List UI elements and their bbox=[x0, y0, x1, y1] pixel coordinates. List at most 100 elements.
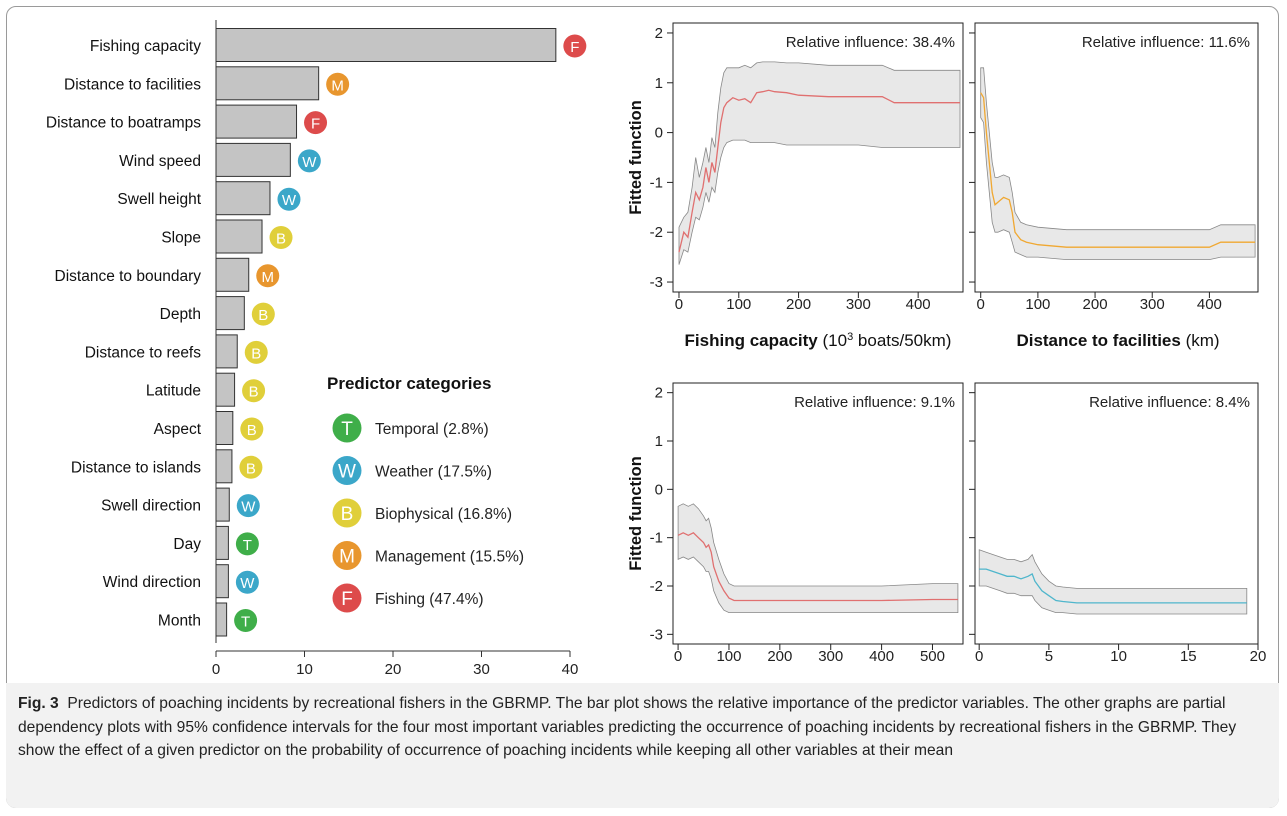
pdp-fishing-capacity: Relative influence: 38.4% -3 -2 -1 0 1 2 0 100 20… bbox=[627, 22, 964, 350]
pdp-x-axis-label: Fishing capacity (103 boats/50km) bbox=[685, 331, 952, 350]
bar-month bbox=[215, 602, 228, 637]
category-badge bbox=[242, 379, 266, 403]
category-badge-letter: M bbox=[261, 269, 274, 286]
pdp-x-tick-label: 400 bbox=[869, 648, 894, 665]
bar-day bbox=[215, 525, 229, 560]
legend-badge-letter: T bbox=[341, 419, 353, 440]
pdp-y-tick-label: 2 bbox=[655, 385, 663, 402]
confidence-interval-band bbox=[978, 549, 1248, 615]
pdp-x-tick-label: 200 bbox=[767, 648, 792, 665]
pdp-plot-border bbox=[672, 22, 964, 293]
pdp-x-tick-label: 300 bbox=[1140, 296, 1165, 313]
bar-category-label: Month bbox=[158, 613, 201, 630]
category-badge-letter: M bbox=[331, 77, 344, 94]
pdp-y-tick-label: 1 bbox=[655, 433, 663, 450]
pdp-x-tick-label: 200 bbox=[786, 296, 811, 313]
figure-caption: Fig. 3 Predictors of poaching incidents … bbox=[18, 692, 1268, 763]
relative-influence-annotation: Relative influence: 38.4% bbox=[786, 34, 955, 51]
relative-influence-annotation: Relative influence: 8.4% bbox=[1089, 394, 1250, 411]
pdp-x-tick-label: 300 bbox=[818, 648, 843, 665]
pdp-plot-border bbox=[974, 22, 1259, 293]
bar-category-label: Distance to reefs bbox=[85, 344, 202, 361]
pdp-x-tick-label: 10 bbox=[1110, 648, 1127, 665]
category-badge bbox=[235, 532, 259, 556]
category-badge-letter: B bbox=[276, 231, 286, 248]
legend-badge-letter: F bbox=[341, 589, 353, 610]
category-badge-letter: B bbox=[251, 345, 261, 362]
bar-x-tick-label: 30 bbox=[473, 661, 490, 678]
bar-category-label: Slope bbox=[161, 230, 201, 247]
category-badge-letter: B bbox=[246, 460, 256, 477]
category-badge bbox=[244, 340, 268, 364]
bar-latitude bbox=[215, 372, 236, 407]
pdp-x-axis-label: Distance to boatramps (km) bbox=[707, 680, 929, 684]
bar-category-label: Distance to facilities bbox=[64, 76, 201, 93]
pdp-plot-border bbox=[974, 382, 1259, 645]
pdp-x-tick-label: 20 bbox=[1250, 648, 1267, 665]
pdp-y-tick-label: -1 bbox=[650, 174, 663, 191]
legend-item-label: Fishing (47.4%) bbox=[375, 591, 484, 608]
legend-badge bbox=[332, 583, 362, 613]
pdp-x-tick-label: 100 bbox=[1025, 296, 1050, 313]
bar-depth bbox=[215, 296, 245, 331]
category-badge bbox=[251, 302, 275, 326]
legend-badge bbox=[332, 541, 362, 570]
bar-category-label: Wind speed bbox=[119, 153, 201, 170]
bar-swell-height bbox=[215, 181, 271, 216]
bar-aspect bbox=[215, 411, 234, 445]
relative-influence-annotation: Relative influence: 9.1% bbox=[794, 394, 955, 411]
pdp-y-tick-label: -1 bbox=[650, 530, 663, 547]
category-badge-letter: F bbox=[570, 39, 579, 56]
caption-label: Fig. 3 bbox=[18, 695, 59, 712]
category-badge-letter: W bbox=[282, 192, 297, 209]
category-badge-letter: W bbox=[302, 154, 317, 171]
category-badge bbox=[326, 72, 350, 96]
legend-item-label: Temporal (2.8%) bbox=[375, 421, 489, 438]
bar-category-label: Distance to boatramps bbox=[46, 115, 201, 132]
pdp-x-tick-label: 300 bbox=[846, 296, 871, 313]
bar-swell-direction bbox=[215, 487, 230, 522]
pdp-wind-speed: Relative influence: 8.4% 0 5 10 15 20 Wind spe… bbox=[969, 382, 1267, 684]
legend-badge bbox=[332, 456, 362, 485]
legend-title: Predictor categories bbox=[327, 374, 491, 393]
bar-distance-to-boatramps bbox=[215, 104, 298, 139]
pdp-x-tick-label: 0 bbox=[975, 648, 983, 665]
pdp-y-axis-label: Fitted function bbox=[627, 100, 645, 215]
relative-influence-bar-chart: Fishing capacity F Distance to facilities M… bbox=[46, 20, 587, 684]
fitted-function-line bbox=[980, 92, 1256, 248]
bar-distance-to-facilities bbox=[215, 66, 320, 101]
pdp-y-tick-label: -2 bbox=[650, 224, 663, 241]
pdp-y-tick-label: 0 bbox=[655, 125, 663, 142]
bar-distance-to-boundary bbox=[215, 257, 250, 292]
bar-category-label: Latitude bbox=[146, 383, 201, 400]
fitted-function-line bbox=[677, 532, 958, 602]
fitted-function-line bbox=[979, 568, 1247, 604]
pdp-x-tick-label: 200 bbox=[1083, 296, 1108, 313]
bar-category-label: Aspect bbox=[154, 421, 202, 438]
category-badge-letter: T bbox=[243, 537, 252, 554]
category-badge bbox=[236, 494, 260, 518]
pdp-x-tick-label: 500 bbox=[920, 648, 945, 665]
category-badge bbox=[563, 34, 587, 58]
bar-category-label: Day bbox=[173, 536, 201, 553]
bar-category-label: Swell direction bbox=[101, 498, 201, 515]
category-badge bbox=[239, 455, 263, 479]
pdp-y-tick-label: -3 bbox=[650, 274, 663, 291]
pdp-distance-to-boatramps: Relative influence: 9.1% -3 -2 -1 0 1 2 0 100 200… bbox=[627, 382, 964, 684]
category-badge bbox=[256, 264, 280, 288]
bar-x-tick-label: 10 bbox=[296, 661, 313, 678]
category-badge-letter: F bbox=[311, 116, 320, 133]
confidence-interval-band bbox=[677, 503, 959, 613]
pdp-x-tick-label: 100 bbox=[726, 296, 751, 313]
bar-slope bbox=[215, 219, 263, 254]
pdp-x-tick-label: 5 bbox=[1045, 648, 1053, 665]
bar-category-label: Fishing capacity bbox=[90, 38, 201, 55]
figure-canvas: Fishing capacity F Distance to facilities M… bbox=[46, 20, 1267, 684]
pdp-y-tick-label: 2 bbox=[655, 25, 663, 42]
category-badge bbox=[234, 609, 258, 632]
legend-item-label: Weather (17.5%) bbox=[375, 464, 492, 481]
caption-text: Predictors of poaching incidents by recr… bbox=[18, 695, 1237, 759]
bar-category-label: Distance to islands bbox=[71, 459, 201, 476]
pdp-y-tick-label: 0 bbox=[655, 481, 663, 498]
category-badge bbox=[304, 111, 328, 135]
